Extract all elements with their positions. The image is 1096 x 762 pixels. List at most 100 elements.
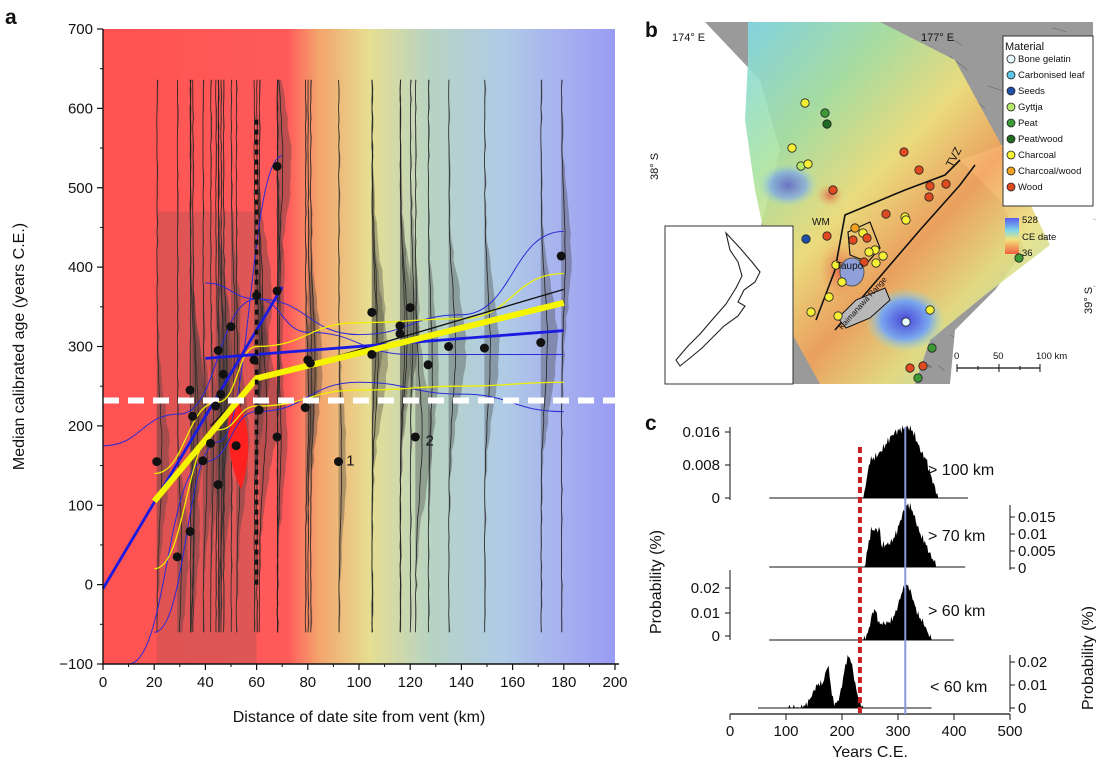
probability-curve: [484, 79, 500, 633]
blue-confidence-lower: [128, 381, 564, 665]
y-tick-label: 400: [68, 259, 93, 276]
sample-point: [859, 257, 869, 267]
probability-area: [259, 79, 279, 633]
scale-100: 100 km: [1036, 351, 1067, 362]
x-tick-label: 160: [500, 674, 525, 691]
data-point: [211, 401, 221, 411]
probability-area: [338, 79, 347, 633]
probability-curve: [399, 79, 420, 633]
kaimanawa-range-outline: [837, 287, 891, 329]
sample-point: [806, 307, 816, 317]
yellow-piecewise-fit: [151, 299, 565, 504]
sample-point: [824, 292, 834, 302]
material-legend-items: Bone gelatin Carbonised leaf Seeds Gyttja Pe…: [1006, 54, 1085, 193]
c-left-tick-label: 0: [712, 628, 720, 645]
data-point: [198, 456, 208, 466]
data-point: [252, 291, 262, 301]
sample-point: [901, 215, 911, 225]
c-left-tick-label: 0.02: [691, 580, 720, 597]
probability-curve: [540, 79, 559, 633]
distance-label: > 100 km: [928, 462, 994, 479]
data-point: [272, 286, 282, 296]
probability-area: [399, 79, 420, 633]
sample-point: [925, 181, 935, 191]
probability-line: [307, 79, 313, 633]
probability-area: [371, 79, 386, 633]
c-x-tick-label: 100: [773, 723, 798, 740]
legend-marker: [1006, 166, 1016, 176]
sample-point: [862, 233, 872, 243]
probability-line: [156, 79, 163, 633]
probability-curve: [276, 79, 285, 633]
scale-50: 50: [993, 351, 1004, 362]
legend-marker: [1006, 134, 1016, 144]
data-point: [249, 355, 259, 365]
wm-label: WM: [812, 217, 830, 228]
sample-point: [837, 277, 847, 287]
probability-line: [210, 79, 215, 633]
data-point: [536, 338, 546, 348]
probability-line: [560, 79, 566, 633]
blue-confidence-upper: [102, 230, 564, 447]
legend-label: Charcoal/wood: [1018, 166, 1081, 177]
data-point: [272, 432, 282, 442]
data-point: [444, 342, 454, 351]
legend-marker: [1006, 102, 1016, 112]
sample-point: [831, 260, 841, 270]
point-label-1: 1: [346, 453, 354, 470]
probability-line: [409, 79, 415, 633]
c-right-tick-label: 0: [1018, 560, 1026, 577]
relief-stroke: [948, 36, 963, 46]
blue-curve-flat-band: [205, 282, 564, 355]
data-point: [334, 457, 344, 467]
sample-point: [1014, 253, 1024, 263]
c-x-tick-label: 200: [829, 723, 854, 740]
data-point: [172, 552, 182, 562]
inset-map-box: [664, 225, 794, 385]
data-point: [185, 526, 195, 536]
sample-point: [881, 209, 891, 219]
data-point: [231, 441, 241, 451]
probability-line: [448, 79, 457, 633]
lake-taupo: [839, 257, 865, 287]
probability-line: [189, 79, 197, 633]
panel-c: c 0 100 200 300 400 500 > 100 km > 70 km > 60 km…: [645, 412, 1096, 761]
sample-point: [822, 119, 832, 129]
probability-line: [371, 79, 379, 633]
panel-a-fit-lines: [101, 116, 615, 665]
probability-area: [190, 79, 201, 633]
data-point: [395, 321, 405, 331]
probability-line: [540, 79, 549, 633]
probability-area: [428, 79, 439, 633]
x-tick-label: 120: [398, 674, 423, 691]
panel-c-x-axis-label: Years C.E.: [832, 744, 908, 761]
legend-marker: [1006, 150, 1016, 160]
sample-point: [864, 247, 874, 257]
colorbar-max: 528: [1022, 215, 1038, 226]
probability-curve: [414, 79, 433, 633]
panel-a: a 12 0 20 40 60 80 100 120 140 160 180 200−1000100…: [5, 6, 628, 726]
relief-stroke: [987, 85, 1003, 91]
c-left-tick-label: 0.01: [691, 605, 720, 622]
colorbar: [1005, 218, 1019, 254]
legend-marker: [1006, 118, 1016, 128]
c-x-tick-label: 0: [726, 723, 734, 740]
probability-curve: [258, 79, 279, 633]
y-tick-label: 700: [68, 21, 93, 38]
probability-area: [540, 79, 559, 633]
material-legend-title: Material: [1005, 41, 1044, 53]
legend-label: Seeds: [1018, 86, 1045, 97]
sample-point: [833, 311, 843, 321]
material-legend-box: [1002, 35, 1094, 207]
probability-line: [192, 79, 199, 633]
sample-point: [914, 165, 924, 175]
probability-line: [414, 79, 423, 633]
sample-point: [871, 258, 881, 268]
data-point: [152, 457, 162, 467]
distance-label: > 60 km: [928, 603, 985, 620]
probability-area: [484, 79, 500, 633]
map-frame: 528 CE date 36 Material Bone gelatin Carb…: [649, 21, 1096, 385]
probability-distribution: [769, 583, 954, 640]
probability-area: [202, 79, 214, 633]
sample-point: [820, 108, 830, 118]
